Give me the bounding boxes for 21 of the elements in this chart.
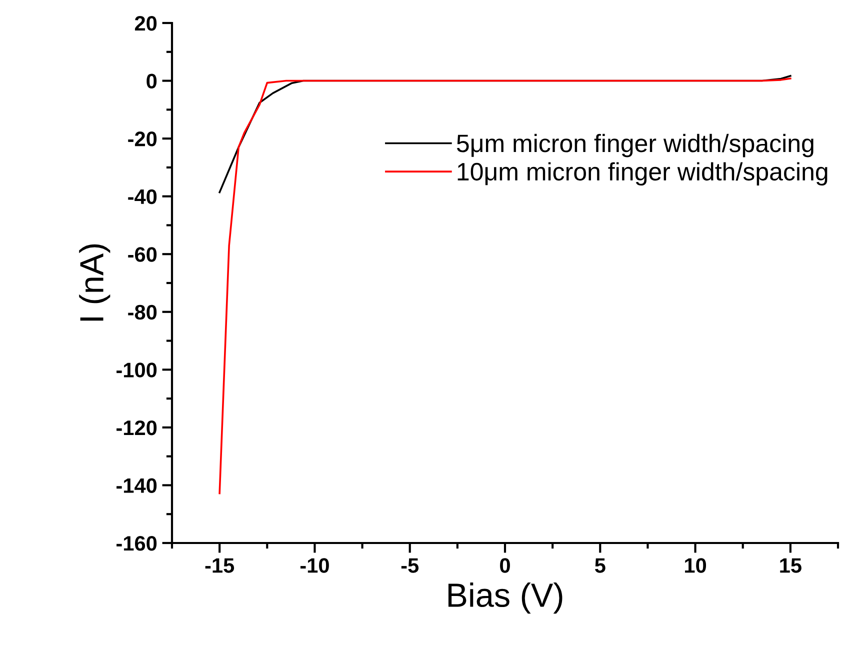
y-tick-label: -100 <box>116 362 157 378</box>
y-tick-label: -60 <box>128 247 157 262</box>
y-tick-label: -40 <box>128 189 157 204</box>
legend-label: 5μm micron finger width/spacing <box>456 134 814 158</box>
legend-label: 10μm micron finger width/spacing <box>458 162 828 186</box>
x-tick-label: -5 <box>401 558 419 573</box>
y-tick-label: 0 <box>146 74 157 89</box>
x-tick-label: -15 <box>205 558 234 573</box>
y-tick-label: -120 <box>116 420 157 436</box>
x-axis-title: Bias (V) <box>448 582 562 614</box>
y-tick-label: -20 <box>128 132 157 146</box>
x-tick-label: -10 <box>300 558 329 573</box>
y-tick-label: -80 <box>128 304 157 320</box>
x-tick-label: 10 <box>685 558 706 573</box>
y-axis-title: I (nA) <box>79 244 110 321</box>
x-tick-label: 0 <box>500 558 510 573</box>
x-tick-label: 5 <box>594 558 606 573</box>
y-tick-label: -140 <box>116 478 157 493</box>
y-tick-label: -160 <box>116 536 157 551</box>
x-tick-label: 15 <box>780 558 802 573</box>
y-tick-label: 20 <box>134 16 157 31</box>
